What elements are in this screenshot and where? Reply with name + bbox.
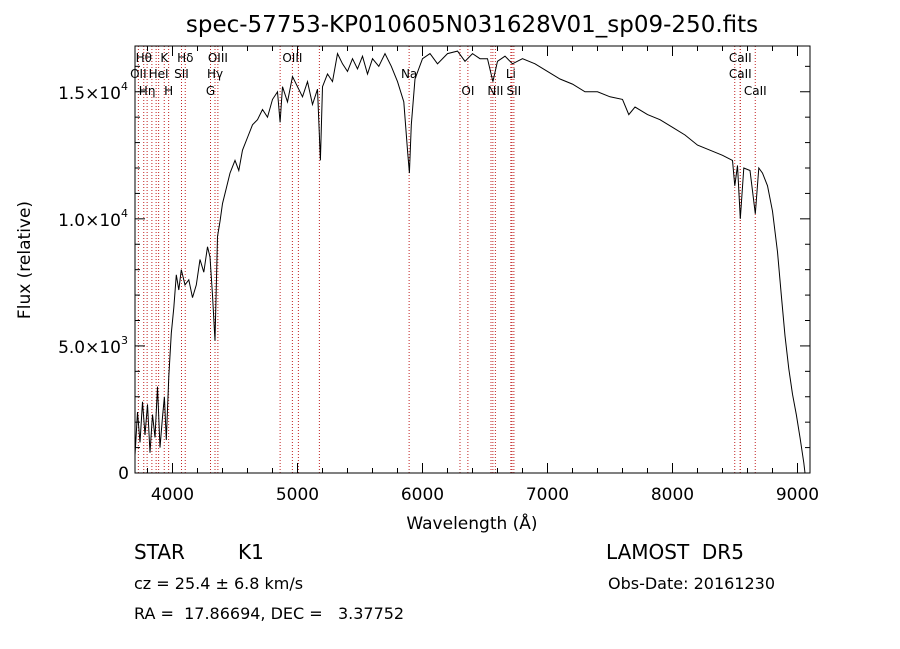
spectral-line-label: Hδ <box>177 51 193 65</box>
spectral-line-label: NII <box>487 84 503 98</box>
spectral-line-label: CaII <box>729 51 752 65</box>
spectral-line-label: OI <box>461 84 474 98</box>
spectral-line-label: OIII <box>282 51 302 65</box>
spectral-line-label: Li <box>506 67 516 81</box>
spectral-line-label: H <box>164 84 173 98</box>
object-class: STAR <box>134 540 185 564</box>
spectral-line-label: OII <box>130 67 147 81</box>
spectral-line-label: SII <box>174 67 189 81</box>
x-tick-label: 5000 <box>276 485 319 505</box>
spectral-line-label: Hγ <box>207 67 223 81</box>
spectral-subclass: K1 <box>238 540 264 564</box>
y-tick-label: 0 <box>118 464 129 484</box>
y-tick-label: 1.5×10 <box>58 84 121 104</box>
coordinates: RA = 17.86694, DEC = 3.37752 <box>134 604 405 623</box>
x-tick-label: 7000 <box>526 485 569 505</box>
observation-date: Obs-Date: 20161230 <box>608 574 776 593</box>
spectrum-series-line <box>134 50 806 474</box>
x-tick-label: 4000 <box>151 485 194 505</box>
y-tick-exponent: 4 <box>121 207 128 220</box>
spectral-line-label: CaII <box>744 84 767 98</box>
x-tick-label: 6000 <box>401 485 444 505</box>
survey-name: LAMOST DR5 <box>606 540 744 564</box>
spectral-line-label: HeI <box>149 67 169 81</box>
y-axis-label: Flux (relative) <box>15 201 35 319</box>
chart-title: spec-57753-KP010605N031628V01_sp09-250.f… <box>186 12 758 38</box>
x-axis-ticks: 4000 5000 6000 7000 8000 9000 <box>147 46 819 505</box>
spectral-line-label: Hθ <box>136 51 152 65</box>
x-tick-label: 9000 <box>776 485 819 505</box>
spectral-line-label: G <box>206 84 215 98</box>
spectral-line-label: Hη <box>139 84 156 98</box>
x-tick-label: 8000 <box>651 485 694 505</box>
spectral-line-label: SII <box>507 84 522 98</box>
redshift-value: cz = 25.4 ± 6.8 km/s <box>134 574 304 593</box>
spectral-line-label: CaII <box>729 67 752 81</box>
y-tick-exponent: 3 <box>121 334 128 347</box>
spectral-line-label: K <box>160 51 169 65</box>
y-tick-label: 1.0×10 <box>58 211 121 231</box>
y-tick-exponent: 4 <box>121 80 128 93</box>
spectral-line-label: OIII <box>208 51 228 65</box>
y-tick-label: 5.0×10 <box>58 338 121 358</box>
plot-frame <box>134 45 811 474</box>
y-axis-ticks: 05.0×10 31.0×10 41.5×10 4 <box>58 65 810 484</box>
spectral-line-markers <box>137 46 756 473</box>
x-axis-label: Wavelength (Å) <box>406 512 537 534</box>
spectral-line-label: Na <box>401 67 417 81</box>
